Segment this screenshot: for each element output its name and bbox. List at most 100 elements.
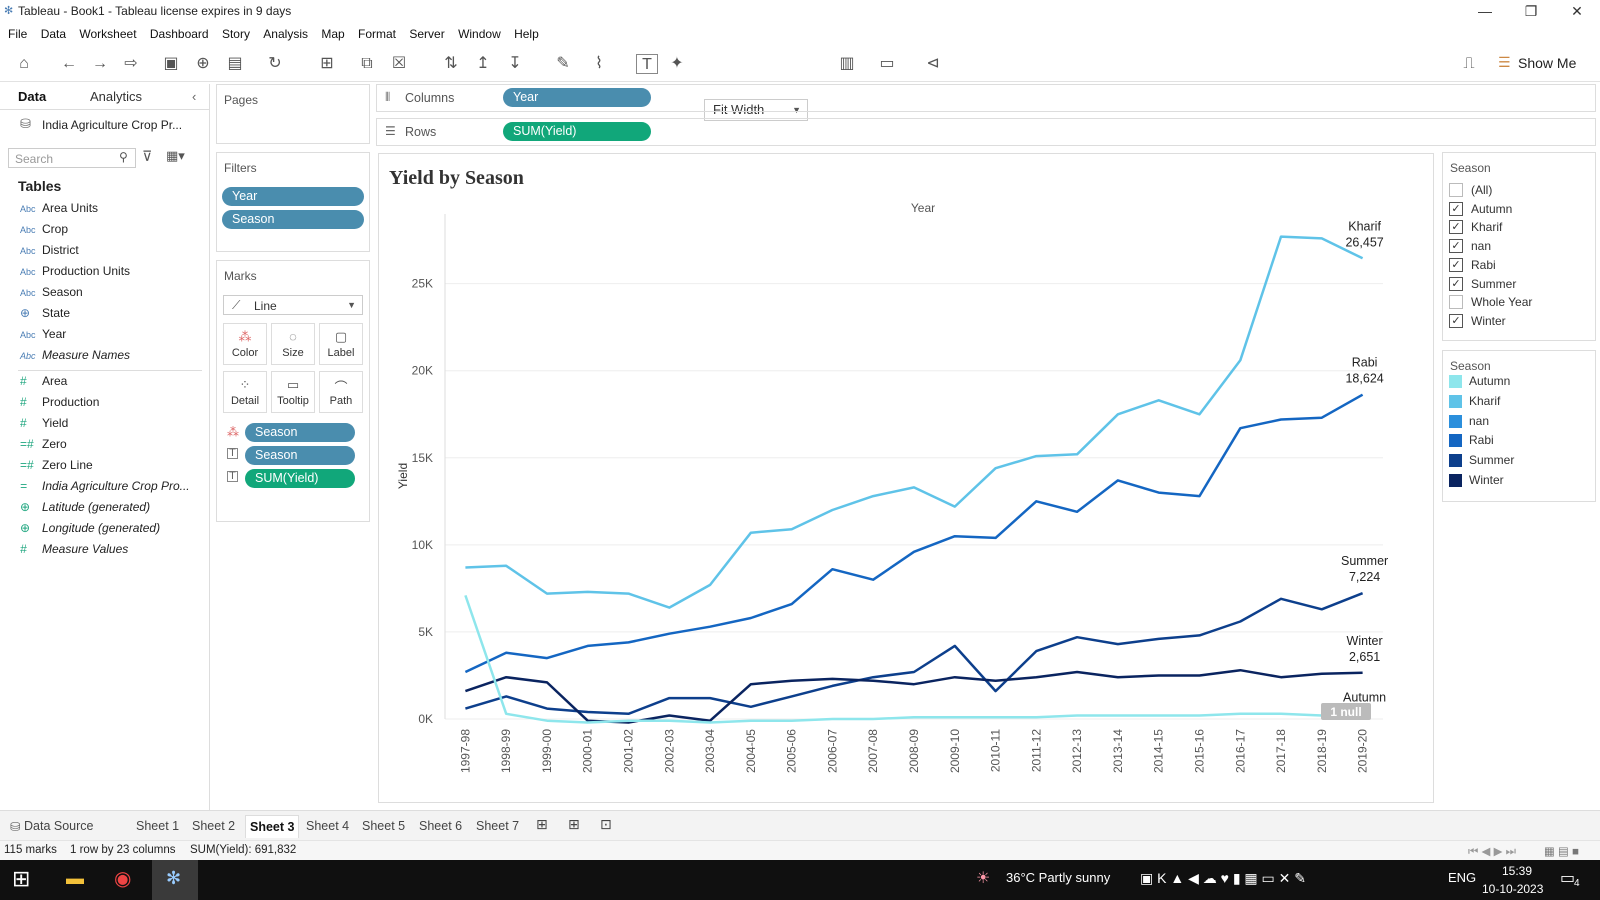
field-zero-line[interactable]: =# Zero Line	[20, 458, 93, 472]
legend-swatch[interactable]	[1449, 375, 1462, 388]
field-production[interactable]: # Production	[20, 395, 99, 409]
fix-axes-icon[interactable]: ✦	[670, 55, 684, 72]
menu-window[interactable]: Window	[458, 27, 501, 41]
season-checkbox[interactable]: ✓	[1449, 201, 1463, 216]
season-checkbox[interactable]	[1449, 183, 1463, 197]
view-options-icon[interactable]: ▦▾	[166, 148, 185, 163]
menu-dashboard[interactable]: Dashboard	[149, 27, 209, 41]
tab-data[interactable]: Data	[18, 89, 47, 104]
format-brush-icon[interactable]: ⎍	[1463, 55, 1475, 72]
field-state[interactable]: ⊕ State	[20, 306, 70, 320]
field-measure-values[interactable]: # Measure Values	[20, 542, 128, 556]
season-checkbox[interactable]: ✓	[1449, 239, 1463, 254]
tab-sheet-6[interactable]: Sheet 6	[419, 819, 463, 833]
season-checkbox-label[interactable]: nan	[1471, 239, 1492, 254]
legend-label[interactable]: nan	[1469, 413, 1490, 428]
legend-swatch[interactable]	[1449, 434, 1462, 448]
field-longitude[interactable]: ⊕ Longitude (generated)	[20, 521, 160, 535]
tab-analytics[interactable]: Analytics	[90, 89, 143, 104]
legend-label[interactable]: Rabi	[1469, 433, 1494, 448]
legend-label[interactable]: Summer	[1469, 453, 1515, 468]
season-checkbox-label[interactable]: Kharif	[1471, 220, 1503, 235]
field-yield[interactable]: # Yield	[20, 416, 68, 430]
marks-pill-season-label[interactable]: Season	[245, 446, 355, 465]
season-checkbox-label[interactable]: Summer	[1471, 276, 1517, 291]
legend-label[interactable]: Winter	[1469, 473, 1504, 487]
season-checkbox[interactable]: ✓	[1449, 257, 1463, 272]
field-production-units[interactable]: Abc Production Units	[20, 264, 130, 278]
cards-icon[interactable]: ▥	[839, 55, 855, 72]
field-area-units[interactable]: Abc Area Units	[20, 201, 98, 215]
field-zero[interactable]: =# Zero	[20, 437, 67, 451]
refresh-icon[interactable]: ↻	[268, 55, 282, 72]
menu-data[interactable]: Data	[40, 27, 67, 41]
season-checkbox[interactable]	[1449, 295, 1463, 310]
sort-ascending-icon[interactable]: ↥	[476, 55, 490, 72]
chrome-icon[interactable]: ◉	[114, 868, 132, 890]
visualization[interactable]: Yield by Season Year Yield 0K 5K 10K 15K 20K…	[378, 153, 1434, 803]
save-icon[interactable]: ▣	[163, 55, 179, 72]
weather-text[interactable]: 36°C Partly sunny	[1006, 870, 1111, 885]
marks-color-button[interactable]: ⁂ Color	[223, 323, 267, 365]
tableau-taskbar-item[interactable]: ✻	[152, 860, 198, 900]
columns-pill-year[interactable]: Year	[503, 88, 651, 107]
marks-path-button[interactable]: ⌒ Path	[319, 371, 363, 413]
season-checkbox-label[interactable]: Autumn	[1471, 201, 1513, 216]
language-indicator[interactable]: ENG	[1448, 870, 1477, 885]
new-datasource-icon[interactable]: ⊕	[196, 55, 210, 72]
field-measure-names[interactable]: Abc Measure Names	[20, 348, 130, 362]
close-button[interactable]: ✕	[1571, 3, 1583, 19]
filters-card[interactable]: Filters Year Season	[216, 152, 370, 252]
fit-dropdown[interactable]: Fit Width ▼	[704, 99, 808, 121]
field-crop[interactable]: Abc Crop	[20, 222, 68, 236]
field-area[interactable]: # Area	[20, 374, 67, 388]
field-india-agriculture-count[interactable]: = India Agriculture Crop Pro...	[20, 479, 190, 493]
tab-sheet-2[interactable]: Sheet 2	[192, 819, 236, 833]
legend-swatch[interactable]	[1449, 474, 1462, 487]
maximize-button[interactable]: ❐	[1524, 3, 1538, 19]
marks-pill-sum-yield[interactable]: SUM(Yield)	[245, 469, 355, 488]
tab-sheet-7[interactable]: Sheet 7	[476, 819, 520, 833]
field-latitude[interactable]: ⊕ Latitude (generated)	[20, 500, 150, 514]
season-checkbox[interactable]: ✓	[1449, 276, 1463, 291]
tray-icons[interactable]: ▣ K ▲ ◀ ☁ ♥ ▮ ▦ ▭ ✕ ✎	[1140, 870, 1307, 886]
new-worksheet-icon[interactable]: ⊞	[320, 55, 334, 72]
menu-map[interactable]: Map	[321, 27, 345, 41]
highlight-icon[interactable]: ✎	[556, 55, 570, 72]
mark-type-dropdown[interactable]: ⟋ Line ▼	[223, 295, 363, 315]
datasource-name[interactable]: India Agriculture Crop Pr...	[42, 118, 183, 132]
season-checkbox-label[interactable]: Winter	[1471, 313, 1506, 328]
pages-card[interactable]: Pages	[216, 84, 370, 144]
marks-detail-button[interactable]: ⁘ Detail	[223, 371, 267, 413]
menu-analysis[interactable]: Analysis	[263, 27, 308, 41]
clock-date[interactable]: 10-10-2023	[1482, 882, 1544, 896]
share-icon[interactable]: ⊲	[926, 55, 940, 72]
marks-pill-season-color[interactable]: Season	[245, 423, 355, 442]
swap-icon[interactable]: ⇅	[444, 55, 458, 72]
undo-icon[interactable]: ←	[61, 55, 77, 72]
notification-icon[interactable]: ▭	[1560, 870, 1576, 887]
season-checkbox[interactable]: ✓	[1449, 220, 1463, 235]
legend-swatch[interactable]	[1449, 454, 1462, 468]
pause-updates-icon[interactable]: ▤	[227, 55, 243, 72]
season-checkbox-label[interactable]: Rabi	[1471, 257, 1496, 272]
show-me-button[interactable]: Show Me	[1518, 55, 1577, 71]
rows-pill-sum-yield[interactable]: SUM(Yield)	[503, 122, 651, 141]
field-district[interactable]: Abc District	[20, 243, 79, 257]
clear-sheet-icon[interactable]: ☒	[391, 55, 407, 72]
tab-data-source[interactable]: Data Source	[24, 819, 94, 833]
clock-time[interactable]: 15:39	[1502, 864, 1533, 878]
new-worksheet-icon[interactable]: ⊞	[536, 816, 548, 832]
new-dashboard-icon[interactable]: ⊞	[568, 816, 580, 832]
menu-format[interactable]: Format	[358, 27, 397, 41]
filter-icon[interactable]: ⊽	[142, 148, 153, 164]
filter-pill-season[interactable]: Season	[222, 210, 364, 229]
minimize-button[interactable]: —	[1478, 3, 1492, 19]
tab-sheet-5[interactable]: Sheet 5	[362, 819, 406, 833]
sheet-nav-icons[interactable]: ⏮ ◀ ▶ ⏭	[1468, 846, 1516, 858]
menu-story[interactable]: Story	[221, 27, 250, 41]
line-chart[interactable]: Yield by Season Year Yield 0K 5K 10K 15K 20K…	[379, 154, 1433, 802]
filter-pill-year[interactable]: Year	[222, 187, 364, 206]
tab-sheet-3[interactable]: Sheet 3	[245, 815, 300, 838]
collapse-pane-icon[interactable]: ‹	[192, 89, 197, 104]
